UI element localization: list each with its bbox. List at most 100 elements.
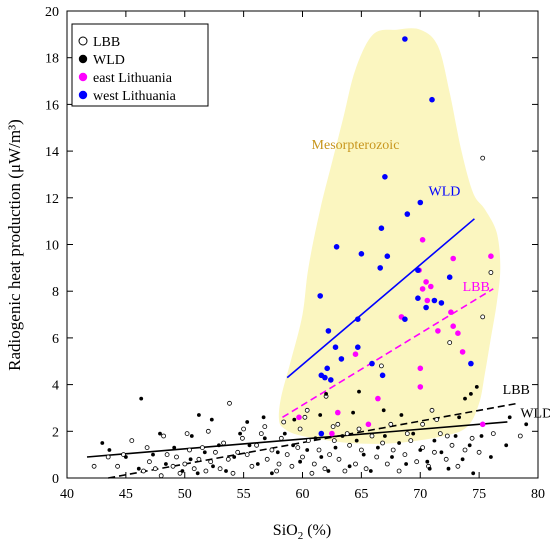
point-lbb: [517, 433, 523, 439]
point-wld: [474, 385, 479, 389]
point-west-lithuania: [332, 344, 339, 351]
point-east-lithuania: [352, 351, 359, 358]
fit-lines: WLD LBB LBB WLD: [86, 184, 550, 479]
point-wld: [507, 415, 512, 420]
x-tick-label: 80: [531, 487, 545, 502]
legend-label: east Lithuania: [93, 71, 173, 86]
point-wld: [189, 434, 194, 438]
point-lbb: [408, 438, 414, 444]
point-wld: [262, 436, 267, 441]
point-west-lithuania: [355, 316, 361, 323]
point-lbb: [241, 426, 247, 432]
x-tick-label: 50: [178, 487, 192, 502]
point-lbb: [221, 440, 227, 446]
point-wld: [298, 459, 302, 464]
region-shape: [278, 28, 501, 444]
point-lbb: [121, 452, 126, 458]
point-lbb: [217, 466, 223, 472]
point-lbb: [344, 431, 350, 437]
point-lbb: [164, 452, 170, 458]
point-wld: [188, 457, 193, 462]
point-wld: [291, 443, 295, 448]
point-wld: [282, 431, 287, 436]
point-wld: [217, 443, 221, 448]
point-lbb: [380, 440, 386, 446]
point-lbb: [304, 407, 310, 413]
point-lbb: [174, 454, 179, 460]
point-west-lithuania: [429, 96, 435, 103]
fit-line-lbb-ff00ff: [282, 288, 494, 418]
point-lbb: [264, 456, 270, 462]
y-tick-label: 12: [45, 192, 59, 207]
point-lbb: [358, 447, 364, 453]
point-west-lithuania: [438, 300, 445, 306]
point-lbb: [289, 463, 295, 469]
point-wld: [261, 415, 266, 420]
point-west-lithuania: [322, 374, 328, 381]
point-lbb: [437, 431, 443, 437]
point-lbb: [141, 468, 146, 474]
point-wld: [313, 436, 318, 441]
x-tick-label: 55: [237, 487, 251, 502]
x-tick-label: 60: [296, 487, 310, 502]
fit-line-label: LBB: [463, 280, 490, 295]
fit-line-label: LBB: [503, 383, 530, 398]
point-lbb: [356, 426, 362, 432]
point-lbb: [414, 459, 420, 465]
y-tick-label: 20: [45, 5, 59, 20]
point-lbb: [449, 442, 455, 448]
point-lbb: [429, 407, 435, 413]
legend-label: WLD: [93, 53, 125, 68]
point-lbb: [170, 463, 176, 469]
point-lbb: [258, 431, 264, 437]
point-west-lithuania: [415, 267, 421, 274]
point-west-lithuania: [468, 360, 474, 367]
point-wld: [247, 443, 252, 448]
point-lbb: [374, 454, 380, 460]
point-wld: [432, 438, 437, 443]
point-lbb: [191, 466, 197, 472]
point-lbb: [284, 452, 290, 458]
point-lbb: [158, 473, 164, 479]
point-wld: [524, 422, 529, 427]
point-lbb: [390, 447, 396, 453]
point-lbb: [144, 445, 150, 451]
point-east-lithuania: [329, 430, 335, 437]
point-wld: [124, 455, 128, 459]
x-tick-label: 65: [354, 487, 368, 502]
point-west-lithuania: [338, 356, 345, 362]
legend-marker: [78, 72, 88, 82]
point-wld: [479, 434, 484, 438]
region-layer: Mesorpterozoic: [278, 28, 501, 444]
point-wld: [180, 469, 185, 473]
point-west-lithuania: [377, 265, 384, 271]
point-wld: [446, 466, 451, 471]
y-tick-label: 4: [52, 379, 59, 394]
point-lbb: [327, 452, 333, 458]
point-east-lithuania: [296, 414, 302, 421]
point-lbb: [302, 414, 308, 420]
point-west-lithuania: [355, 344, 361, 351]
point-lbb: [196, 456, 202, 462]
point-east-lithuania: [419, 237, 426, 243]
point-lbb: [235, 449, 241, 455]
point-east-lithuania: [335, 409, 341, 416]
point-wld: [292, 417, 297, 422]
legend-marker: [78, 54, 88, 64]
point-lbb: [316, 447, 322, 453]
point-west-lithuania: [379, 372, 386, 379]
fit-line-wld-000000: [86, 421, 508, 458]
point-east-lithuania: [455, 330, 461, 337]
point-lbb: [278, 435, 284, 441]
legend-marker: [78, 36, 88, 46]
point-east-lithuania: [419, 286, 426, 292]
point-lbb: [462, 447, 468, 453]
point-lbb: [396, 468, 402, 474]
point-lbb: [347, 442, 353, 448]
point-wld: [383, 434, 387, 438]
point-wld: [224, 469, 228, 473]
point-lbb: [490, 431, 496, 437]
point-west-lithuania: [369, 360, 375, 367]
point-wld: [245, 420, 250, 424]
